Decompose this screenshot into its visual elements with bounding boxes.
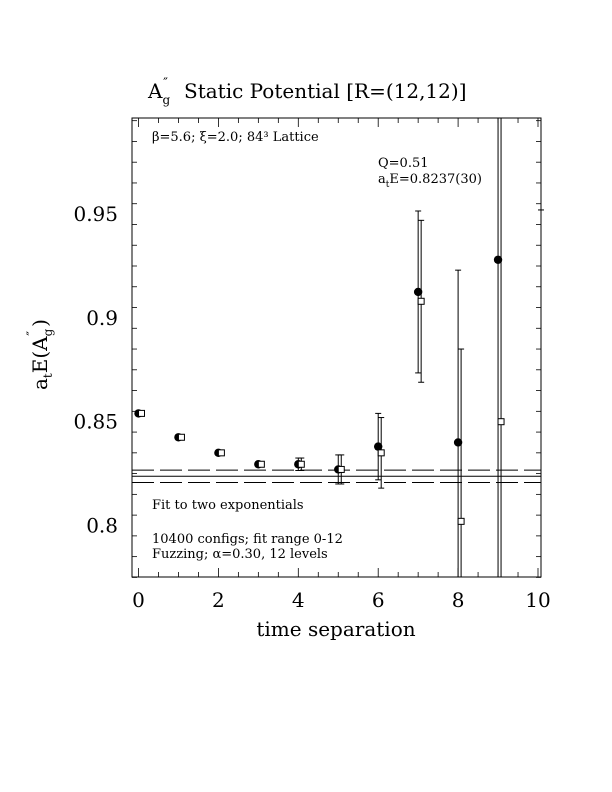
data-point-square: [257, 460, 265, 468]
y-tick-labels: 0.8 0.85 0.9 0.95: [73, 202, 118, 537]
y-tick-label: 0.95: [73, 202, 118, 226]
x-tick-label: 0: [132, 588, 145, 612]
data-point-square: [138, 409, 145, 417]
y-tick-label: 0.8: [86, 514, 118, 538]
configs-annotation: 10400 configs; fit range 0-12: [152, 532, 343, 547]
chart-title: Ag″ Static Potential [R=(12,12)]: [147, 76, 467, 107]
x-tick-label: 4: [292, 588, 305, 612]
lattice-label: β=5.6; ξ=2.0; 84³ Lattice: [152, 130, 319, 145]
fuzzing-annotation: Fuzzing; α=0.30, 12 levels: [152, 547, 328, 562]
data-point-square: [217, 449, 225, 457]
data-point-square: [337, 465, 345, 473]
x-tick-label: 6: [372, 588, 385, 612]
data-point-square: [417, 297, 425, 305]
data-point-circle: [493, 255, 503, 264]
data-point-square: [297, 460, 305, 468]
x-tick-labels: 0 2 4 6 8 10: [132, 588, 551, 612]
q-label: Q=0.51: [378, 156, 429, 171]
data-point-square: [457, 517, 465, 525]
data-point-circle: [374, 442, 383, 451]
y-axis-label: atE(Ag″): [25, 319, 55, 390]
data-point-square: [177, 433, 185, 441]
data-point-circle: [453, 438, 463, 447]
x-tick-label: 10: [525, 588, 550, 612]
data-point-square: [377, 449, 385, 457]
y-tick-label: 0.85: [73, 410, 118, 434]
data-point-square: [497, 418, 505, 426]
data-point-circle: [413, 287, 423, 297]
x-tick-label: 2: [212, 588, 225, 612]
energy-label: atE=0.8237(30): [378, 172, 482, 190]
y-tick-label: 0.9: [86, 306, 118, 330]
fit-annotation: Fit to two exponentials: [152, 498, 304, 513]
x-tick-label: 8: [452, 588, 465, 612]
x-axis-label: time separation: [256, 617, 415, 641]
data-points: [134, 118, 544, 577]
